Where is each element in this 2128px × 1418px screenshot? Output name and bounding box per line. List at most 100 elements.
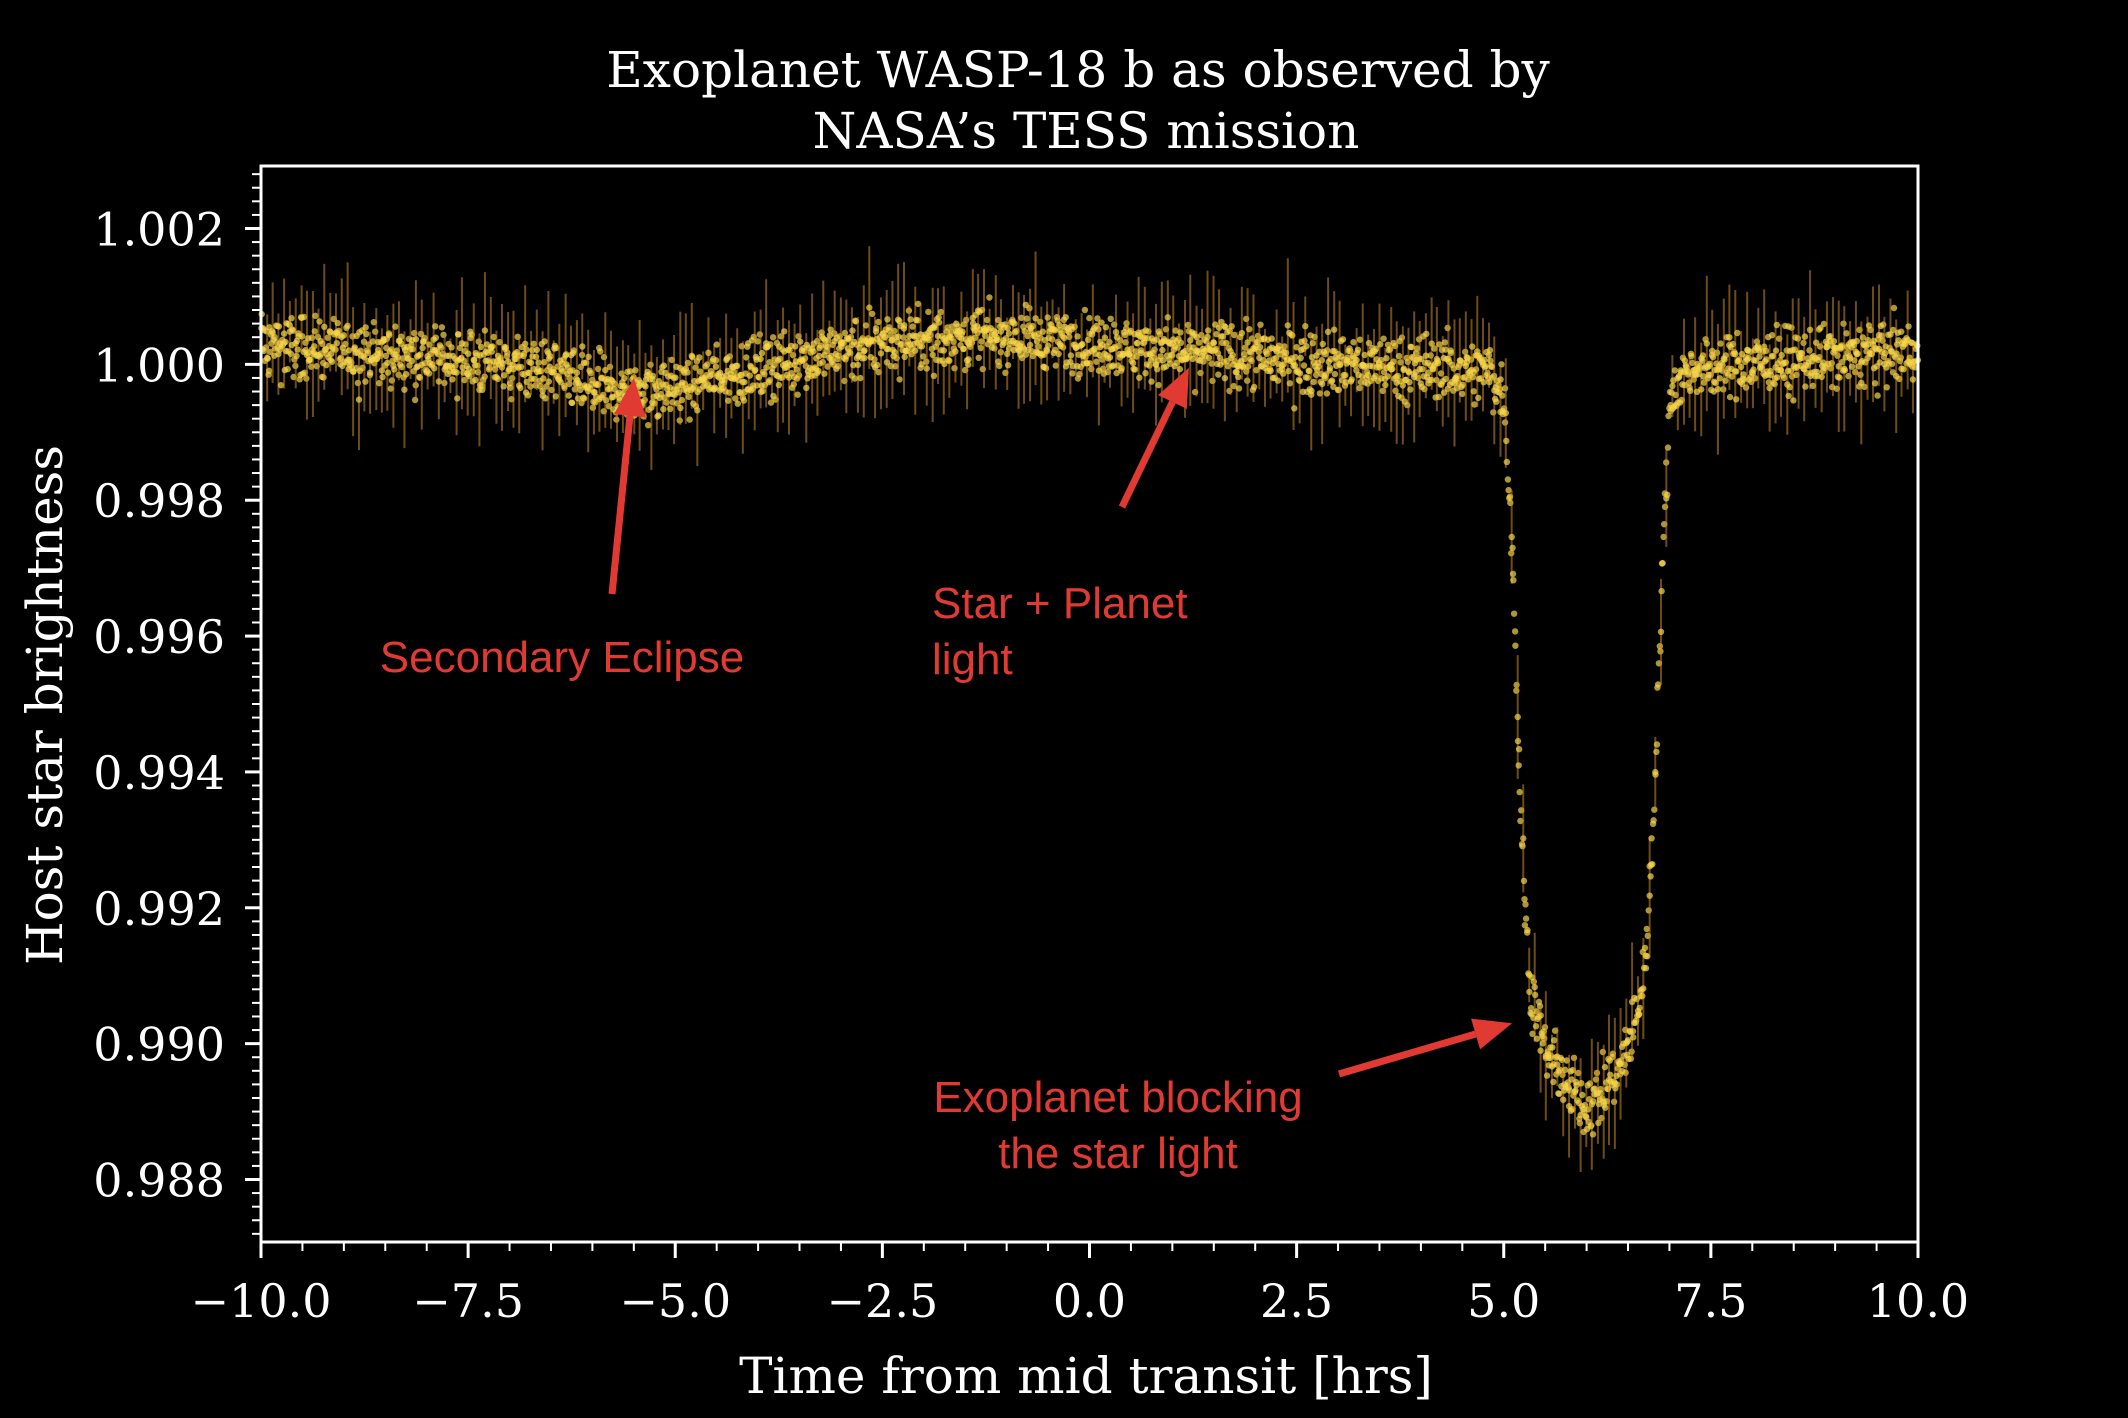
- data-point: [308, 334, 316, 341]
- data-point: [1296, 377, 1303, 385]
- data-point: [1091, 345, 1099, 352]
- data-point: [1558, 1056, 1566, 1064]
- annotation-arrow-shaft: [1118, 400, 1176, 509]
- data-point: [1102, 324, 1110, 331]
- data-point: [1486, 378, 1493, 386]
- data-point: [362, 324, 369, 331]
- data-point: [1590, 1098, 1597, 1105]
- data-point: [1404, 401, 1411, 409]
- data-point: [408, 357, 416, 365]
- data-point: [1011, 320, 1018, 327]
- data-point: [1827, 333, 1834, 340]
- data-point: [1906, 354, 1913, 361]
- data-point: [312, 312, 319, 319]
- data-point: [1223, 339, 1230, 347]
- data-point: [340, 332, 347, 339]
- data-point: [907, 316, 914, 323]
- data-point: [1118, 365, 1125, 372]
- x-tick-label: 5.0: [1467, 1274, 1540, 1328]
- data-point: [1228, 323, 1235, 330]
- data-point: [712, 363, 720, 370]
- data-point: [299, 333, 306, 340]
- data-point: [1522, 915, 1530, 922]
- data-point: [1699, 352, 1707, 359]
- data-point: [1486, 347, 1494, 354]
- data-point: [816, 352, 823, 360]
- data-point: [1051, 327, 1059, 334]
- data-point: [771, 361, 778, 369]
- data-point: [432, 323, 439, 330]
- data-point: [1436, 341, 1443, 348]
- data-point: [810, 348, 817, 355]
- data-point: [1470, 388, 1478, 395]
- data-point: [351, 344, 358, 351]
- data-point: [490, 333, 497, 341]
- data-point: [1395, 352, 1403, 360]
- data-point: [1079, 340, 1086, 348]
- data-point: [872, 325, 880, 332]
- data-point: [1004, 362, 1012, 369]
- data-point: [886, 324, 893, 331]
- data-point: [1106, 354, 1114, 361]
- data-point: [1801, 333, 1809, 340]
- data-point: [914, 317, 921, 324]
- data-point: [1532, 1022, 1540, 1030]
- data-point: [539, 387, 546, 394]
- data-point: [1550, 1037, 1558, 1044]
- data-point: [1244, 339, 1251, 346]
- data-point: [1520, 877, 1528, 885]
- data-point: [461, 376, 468, 384]
- data-point: [850, 362, 857, 369]
- y-tick-label: 1.000: [93, 338, 225, 392]
- data-point: [1778, 351, 1785, 359]
- data-point: [815, 367, 822, 375]
- data-point: [1556, 1066, 1564, 1073]
- data-point: [684, 359, 692, 367]
- data-point: [1267, 367, 1274, 375]
- data-point: [280, 330, 288, 337]
- data-point: [1293, 344, 1300, 351]
- data-point: [1503, 437, 1510, 445]
- data-point: [1107, 315, 1114, 322]
- data-point: [499, 360, 506, 367]
- data-point: [1781, 374, 1788, 382]
- data-point: [435, 378, 442, 385]
- data-point: [1613, 1081, 1621, 1088]
- y-tick-label: 0.988: [93, 1154, 225, 1208]
- data-point: [857, 374, 864, 382]
- data-point: [1709, 353, 1717, 361]
- data-point: [1253, 367, 1260, 374]
- data-point: [1427, 352, 1434, 359]
- data-point: [603, 397, 610, 404]
- data-point: [725, 397, 732, 404]
- data-point: [595, 381, 602, 388]
- data-point: [384, 369, 392, 376]
- data-point: [1337, 361, 1344, 368]
- data-point: [1037, 318, 1044, 326]
- data-point: [642, 383, 649, 390]
- data-point: [1069, 370, 1076, 377]
- data-point: [1238, 330, 1246, 337]
- data-point: [854, 361, 862, 369]
- data-point: [1280, 370, 1287, 377]
- data-point: [328, 350, 335, 357]
- data-point: [1422, 352, 1430, 359]
- data-point: [1898, 328, 1905, 335]
- data-point: [1487, 357, 1494, 364]
- data-point: [354, 379, 362, 387]
- data-point: [1159, 357, 1167, 364]
- data-point: [277, 382, 285, 389]
- data-point: [1138, 347, 1145, 354]
- data-point: [1890, 326, 1897, 334]
- data-point: [1405, 369, 1413, 376]
- data-point: [481, 327, 489, 334]
- data-point: [896, 317, 903, 325]
- data-point: [1303, 343, 1310, 350]
- data-point: [1843, 330, 1850, 337]
- data-point: [1071, 323, 1078, 330]
- data-point: [1709, 347, 1716, 355]
- data-point: [1820, 320, 1828, 328]
- data-point: [1296, 370, 1304, 377]
- data-point: [1493, 398, 1500, 405]
- data-point: [1441, 339, 1449, 346]
